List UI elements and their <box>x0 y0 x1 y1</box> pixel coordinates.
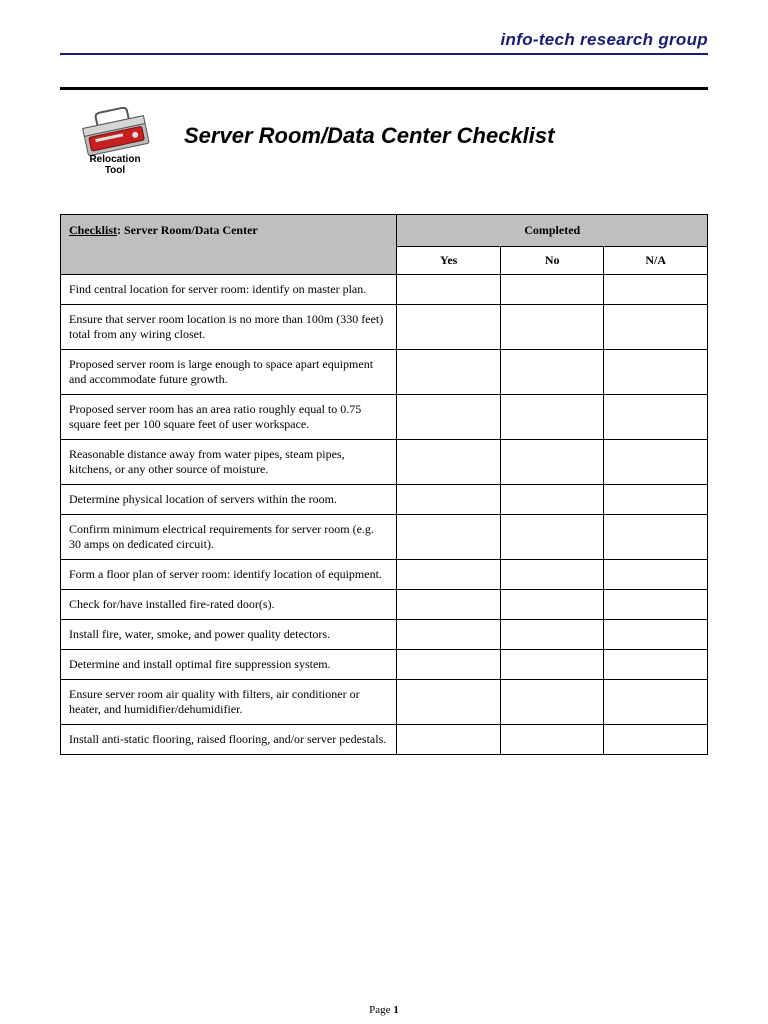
cell-yes[interactable] <box>397 620 501 650</box>
cell-na[interactable] <box>604 350 708 395</box>
cell-no[interactable] <box>500 725 604 755</box>
cell-yes[interactable] <box>397 680 501 725</box>
table-row: Reasonable distance away from water pipe… <box>61 440 708 485</box>
header-checklist: Checklist: Server Room/Data Center <box>61 215 397 275</box>
checklist-item: Find central location for server room: i… <box>61 275 397 305</box>
checklist-item: Reasonable distance away from water pipe… <box>61 440 397 485</box>
cell-yes[interactable] <box>397 560 501 590</box>
relocation-tool-logo: Relocation Tool <box>60 96 170 176</box>
cell-na[interactable] <box>604 560 708 590</box>
cell-yes[interactable] <box>397 485 501 515</box>
cell-na[interactable] <box>604 515 708 560</box>
footer-page-number: 1 <box>393 1004 399 1016</box>
cell-no[interactable] <box>500 620 604 650</box>
cell-yes[interactable] <box>397 395 501 440</box>
col-na: N/A <box>604 247 708 275</box>
checklist-item: Proposed server room has an area ratio r… <box>61 395 397 440</box>
logo-caption-line2: Tool <box>105 165 125 176</box>
cell-na[interactable] <box>604 485 708 515</box>
cell-yes[interactable] <box>397 590 501 620</box>
table-row: Proposed server room is large enough to … <box>61 350 708 395</box>
page-footer: Page 1 <box>0 1004 768 1016</box>
table-row: Find central location for server room: i… <box>61 275 708 305</box>
cell-no[interactable] <box>500 650 604 680</box>
cell-no[interactable] <box>500 305 604 350</box>
table-row: Install anti-static flooring, raised flo… <box>61 725 708 755</box>
cell-na[interactable] <box>604 440 708 485</box>
cell-na[interactable] <box>604 620 708 650</box>
table-header-row-1: Checklist: Server Room/Data Center Compl… <box>61 215 708 247</box>
cell-no[interactable] <box>500 485 604 515</box>
col-no: No <box>500 247 604 275</box>
header-prefix: Checklist <box>69 223 117 237</box>
checklist-item: Ensure server room air quality with filt… <box>61 680 397 725</box>
checklist-item: Install anti-static flooring, raised flo… <box>61 725 397 755</box>
cell-yes[interactable] <box>397 350 501 395</box>
cell-no[interactable] <box>500 440 604 485</box>
table-row: Confirm minimum electrical requirements … <box>61 515 708 560</box>
cell-no[interactable] <box>500 590 604 620</box>
logo-caption-line1: Relocation <box>89 154 140 165</box>
table-row: Ensure that server room location is no m… <box>61 305 708 350</box>
cell-no[interactable] <box>500 680 604 725</box>
table-row: Form a floor plan of server room: identi… <box>61 560 708 590</box>
cell-na[interactable] <box>604 680 708 725</box>
table-row: Install fire, water, smoke, and power qu… <box>61 620 708 650</box>
cell-na[interactable] <box>604 650 708 680</box>
table-row: Determine and install optimal fire suppr… <box>61 650 708 680</box>
cell-no[interactable] <box>500 560 604 590</box>
table-row: Determine physical location of servers w… <box>61 485 708 515</box>
cell-na[interactable] <box>604 275 708 305</box>
cell-na[interactable] <box>604 395 708 440</box>
cell-na[interactable] <box>604 305 708 350</box>
cell-na[interactable] <box>604 590 708 620</box>
table-row: Proposed server room has an area ratio r… <box>61 395 708 440</box>
cell-yes[interactable] <box>397 725 501 755</box>
table-row: Check for/have installed fire-rated door… <box>61 590 708 620</box>
header-completed: Completed <box>397 215 708 247</box>
checklist-table-wrap: Checklist: Server Room/Data Center Compl… <box>60 214 708 755</box>
checklist-table: Checklist: Server Room/Data Center Compl… <box>60 214 708 755</box>
logo-caption: Relocation Tool <box>60 155 170 176</box>
cell-no[interactable] <box>500 275 604 305</box>
brand-header: info-tech research group <box>60 30 708 50</box>
header-subject: : Server Room/Data Center <box>117 223 258 237</box>
cell-na[interactable] <box>604 725 708 755</box>
checklist-item: Confirm minimum electrical requirements … <box>61 515 397 560</box>
cell-yes[interactable] <box>397 305 501 350</box>
checklist-item: Install fire, water, smoke, and power qu… <box>61 620 397 650</box>
title-row: Relocation Tool Server Room/Data Center … <box>60 96 708 176</box>
cell-yes[interactable] <box>397 275 501 305</box>
document-page: info-tech research group Relocation Tool… <box>0 0 768 755</box>
footer-label: Page <box>369 1004 393 1016</box>
checklist-body: Find central location for server room: i… <box>61 275 708 755</box>
checklist-item: Determine and install optimal fire suppr… <box>61 650 397 680</box>
checklist-item: Check for/have installed fire-rated door… <box>61 590 397 620</box>
checklist-item: Form a floor plan of server room: identi… <box>61 560 397 590</box>
col-yes: Yes <box>397 247 501 275</box>
checklist-item: Proposed server room is large enough to … <box>61 350 397 395</box>
brand-text: info-tech research group <box>501 30 708 49</box>
cell-yes[interactable] <box>397 650 501 680</box>
table-row: Ensure server room air quality with filt… <box>61 680 708 725</box>
cell-no[interactable] <box>500 350 604 395</box>
page-title: Server Room/Data Center Checklist <box>184 123 554 149</box>
checklist-item: Ensure that server room location is no m… <box>61 305 397 350</box>
cell-no[interactable] <box>500 515 604 560</box>
checklist-item: Determine physical location of servers w… <box>61 485 397 515</box>
cell-yes[interactable] <box>397 515 501 560</box>
cell-no[interactable] <box>500 395 604 440</box>
cell-yes[interactable] <box>397 440 501 485</box>
heavy-rule <box>60 87 708 90</box>
brand-underline <box>60 53 708 55</box>
